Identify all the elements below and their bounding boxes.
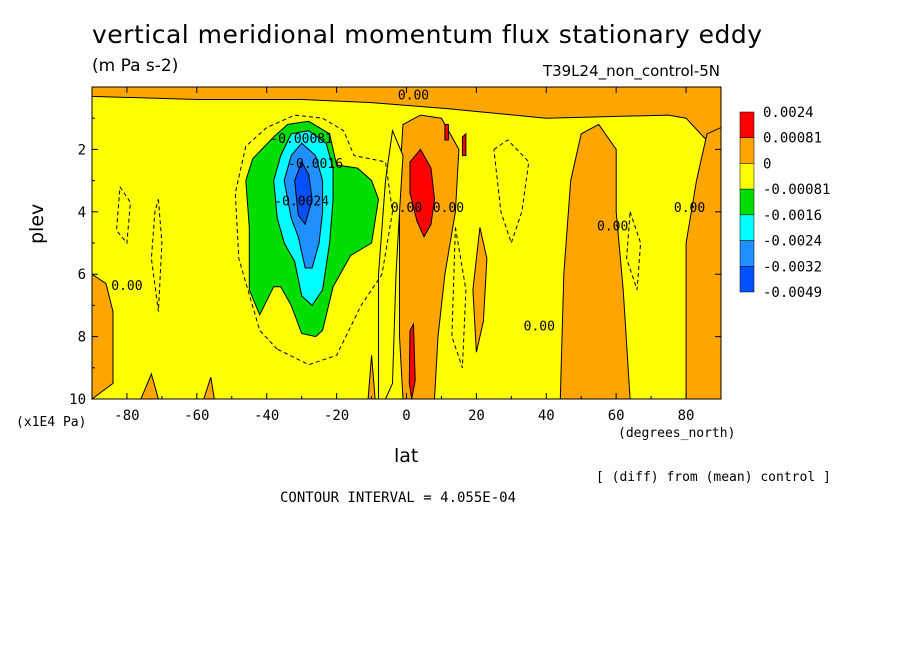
x-axis-label: lat [394,445,419,467]
contour-label: -0.00081 [270,132,333,147]
y-tick-label: 8 [78,330,86,346]
chart-title: vertical meridional momentum flux statio… [92,20,763,49]
x-tick-label: 40 [538,408,555,424]
contour-label: -0.0016 [288,157,343,172]
colorbar: 0.0024 0.00081 0 -0.00081 -0.0016 -0.0024 -0.0… [739,105,830,301]
colorbar-label: 0.00081 [763,131,822,147]
contour-region [409,148,436,238]
contour-label: 0.00 [597,220,628,235]
negative-contour-line [115,186,131,245]
contour-label: 0.00 [674,201,705,216]
x-tick-label: 0 [402,408,410,424]
x-tick-label: -20 [324,408,349,424]
x-axis-ticks: -80 -60 -40 -20 0 20 40 60 80 [91,87,722,424]
contour-region [461,132,467,157]
colorbar-swatch [739,266,755,293]
y-tick-label: 10 [69,392,86,408]
x-tick-label: 80 [678,408,695,424]
contour-label: -0.0024 [274,195,329,210]
contour-region [408,322,416,400]
colorbar-label: -0.0032 [763,259,822,275]
y-axis-ticks: 2 4 6 8 10 [69,117,721,408]
run-label: T39L24_non_control-5N [542,62,720,80]
colorbar-swatch [739,111,755,138]
x-tick-label: -80 [114,408,139,424]
colorbar-label: 0 [763,156,771,172]
colorbar-label: -0.0024 [763,234,822,250]
y-tick-label: 2 [78,142,86,158]
chart-units: (m Pa s-2) [92,56,179,76]
negative-contour-line [493,139,530,245]
colorbar-swatch [739,137,755,164]
negative-contour-line [451,227,467,368]
contour-labels: 0.00 -0.00081 -0.0016 -0.0024 0.00 0.00 0.00 0.… [111,88,705,334]
diff-annotation: [ (diff) from (mean) control ] [596,470,831,485]
negative-contour-line [150,199,163,312]
x-tick-label: 60 [608,408,625,424]
colorbar-swatch [739,240,755,267]
contour-label: 0.00 [391,201,422,216]
filled-contour-regions [91,86,722,400]
contour-label: 0.00 [433,201,464,216]
contour-region [378,128,404,400]
negative-contour-lines [115,114,642,368]
x-tick-label: 20 [468,408,485,424]
colorbar-label: -0.0016 [763,208,822,224]
y-tick-label: 4 [78,205,86,221]
x-axis-unit: (degrees_north) [618,426,736,441]
colorbar-label: -0.0049 [763,285,822,301]
x-tick-label: -40 [254,408,279,424]
contour-region [472,227,488,353]
negative-contour-line [626,211,642,290]
colorbar-swatch [739,188,755,216]
colorbar-label: 0.0024 [763,105,814,121]
contour-interval-note: CONTOUR INTERVAL = 4.055E-04 [280,490,517,506]
contour-region [294,160,313,226]
y-tick-label: 6 [78,267,86,283]
colorbar-label: -0.00081 [763,182,830,198]
contour-label: 0.00 [111,279,142,294]
y-axis-label: plev [26,203,48,244]
x-tick-label: -60 [184,408,209,424]
y-axis-unit: (x1E4 Pa) [16,415,87,430]
contour-label: 0.00 [398,88,429,103]
contour-region [444,123,449,141]
contour-label: 0.00 [524,319,555,334]
colorbar-swatch [739,214,755,241]
colorbar-swatch [739,163,755,190]
contour-region [559,123,631,400]
negative-contour-line [234,114,394,366]
